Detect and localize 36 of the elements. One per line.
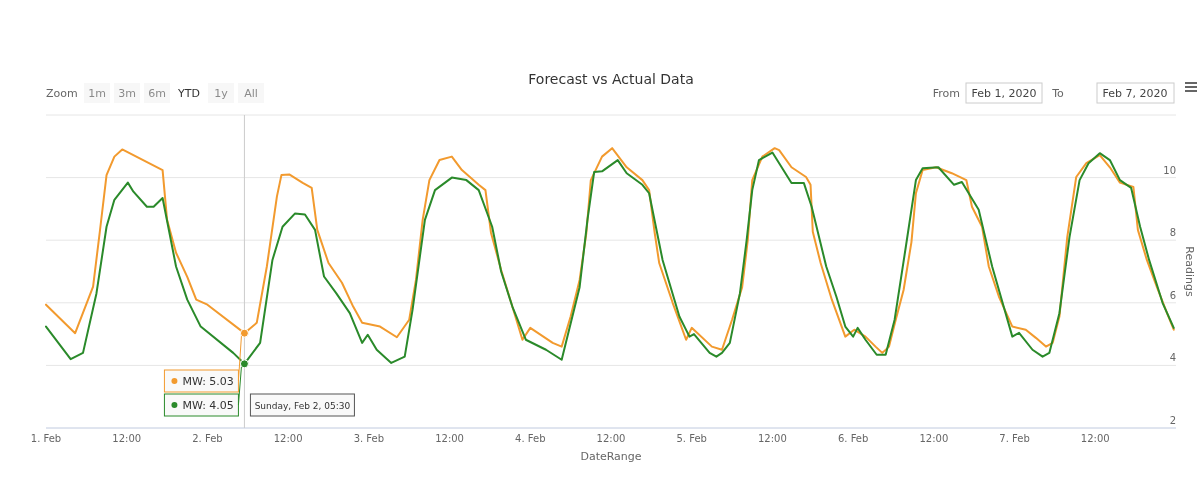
x-tick-label: 12:00	[919, 433, 949, 444]
x-tick-label: 12:00	[758, 433, 787, 444]
y-tick-label: 10	[1163, 164, 1176, 176]
y-tick-label: 6	[1169, 289, 1176, 301]
text: From	[932, 87, 960, 100]
zoom-button: All	[238, 83, 264, 103]
annotation: Sunday, Feb 2, 05:30	[254, 401, 351, 411]
zoom-button: 1y	[208, 83, 234, 103]
annotation: MW: 5.03	[182, 375, 234, 388]
date-input-field: Feb 1, 2020	[965, 82, 1043, 104]
x-tick-label: 12:00	[112, 433, 142, 444]
x-tick-label: 12:00	[1080, 433, 1110, 444]
x-axis-title: DateRange	[580, 450, 642, 463]
x-tick-label: 5. Feb	[676, 433, 707, 444]
y-axis-title: Readings	[1183, 246, 1196, 297]
zoom-button: 6m	[144, 83, 170, 103]
y-tick-label: 4	[1169, 352, 1176, 364]
x-tick-label: 12:00	[435, 433, 464, 444]
y-tick-label: 8	[1169, 227, 1176, 239]
chart-title: Forecast vs Actual Data	[528, 71, 694, 87]
x-tick-label: 12:00	[273, 433, 303, 444]
zoom-button: YTD	[174, 83, 204, 103]
x-tick-label: 7. Feb	[999, 433, 1030, 444]
date-input-field: Feb 7, 2020	[1096, 82, 1175, 104]
x-tick-label: 1. Feb	[30, 433, 62, 444]
text: Zoom	[46, 87, 78, 100]
x-tick-label: 4. Feb	[515, 433, 546, 444]
zoom-button: 1m	[84, 83, 110, 103]
x-tick-label: 2. Feb	[192, 433, 223, 444]
annotation: MW: 4.05	[182, 399, 234, 412]
zoom-button: 3m	[114, 83, 140, 103]
text: To	[1051, 87, 1065, 100]
x-tick-label: 12:00	[596, 433, 626, 444]
y-tick-label: 2	[1169, 415, 1176, 426]
x-tick-label: 6. Feb	[837, 433, 869, 444]
x-tick-label: 3. Feb	[353, 433, 385, 444]
